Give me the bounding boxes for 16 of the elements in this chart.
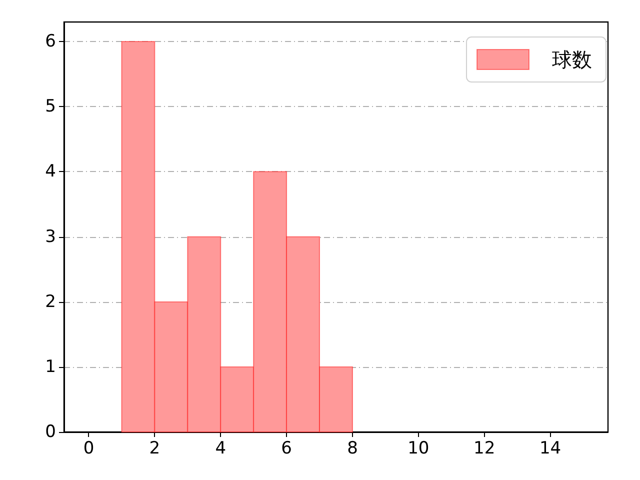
x-tick-label: 6 [281,438,292,458]
x-tick-label: 8 [347,438,358,458]
x-tick-label: 10 [408,438,430,458]
y-tick-label: 4 [45,162,56,182]
y-tick-label: 3 [45,226,56,247]
y-tick-label: 6 [45,32,56,52]
x-tick-label: 12 [474,438,496,458]
x-tick-label: 14 [539,438,562,458]
x-tick-label: 2 [149,438,160,458]
y-tick-label: 0 [45,422,56,442]
x-tick-label: 0 [83,438,94,458]
y-tick-label: 2 [45,292,56,312]
x-tick-label: 4 [215,438,226,458]
y-tick-label: 5 [45,96,56,117]
y-tick-label: 1 [45,356,56,377]
legend-label: 球数 [552,48,592,72]
